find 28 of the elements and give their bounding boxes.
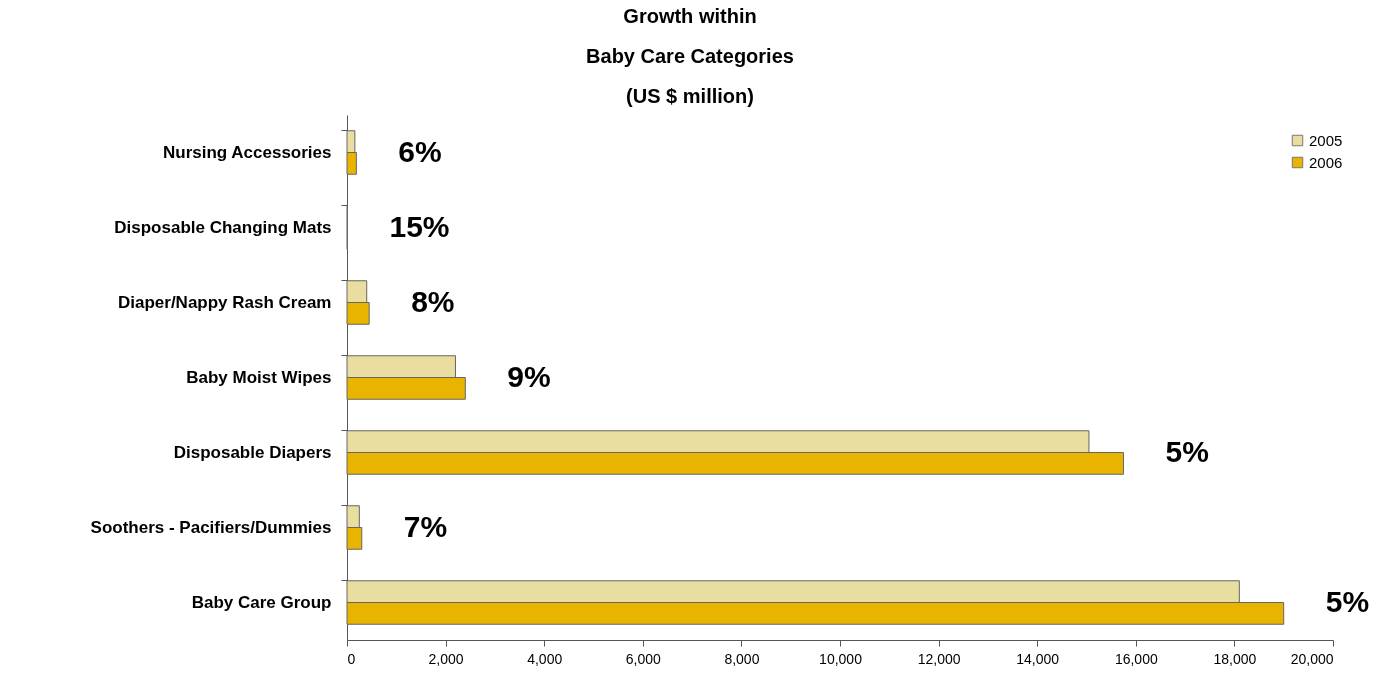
- legend-label: 2005: [1309, 131, 1343, 149]
- annotation: 7%: [403, 509, 448, 543]
- annotation: 8%: [411, 284, 455, 318]
- x-tick-label: 10,000: [819, 650, 863, 667]
- x-tick-label: 2,000: [428, 650, 464, 667]
- y-tick-label: Nursing Accessories: [163, 142, 332, 162]
- y-tick-label: Disposable Changing Mats: [114, 217, 332, 237]
- annotation: 9%: [507, 359, 551, 393]
- x-tick-label: 16,000: [1114, 650, 1158, 667]
- x-tick-label: 12,000: [917, 650, 961, 667]
- x-tick-label: 20,000: [1290, 650, 1334, 667]
- x-tick-label: 14,000: [1016, 650, 1060, 667]
- chart-title: Growth within Baby Care Categories (US $ million): [586, 5, 794, 107]
- annotation: 6%: [398, 134, 442, 168]
- y-tick-label: Diaper/Nappy Rash Cream: [117, 292, 332, 312]
- annotation: 15%: [389, 209, 450, 243]
- y-tick-label: Soothers - Pacifiers/Dummies: [90, 517, 332, 537]
- annotation: 5%: [1325, 584, 1370, 618]
- y-tick-label: Disposable Diapers: [173, 442, 332, 462]
- x-tick-label: 6,000: [625, 650, 662, 667]
- x-tick-label: 4,000: [527, 650, 563, 667]
- x-tick-label: 0: [347, 650, 356, 667]
- y-tick-label: Baby Moist Wipes: [186, 367, 332, 387]
- legend-label: 2006: [1309, 153, 1343, 171]
- x-tick-label: 8,000: [724, 650, 760, 667]
- x-tick-label: 18,000: [1213, 650, 1257, 667]
- y-tick-label: Baby Care Group: [191, 592, 332, 612]
- annotation: 5%: [1165, 434, 1209, 468]
